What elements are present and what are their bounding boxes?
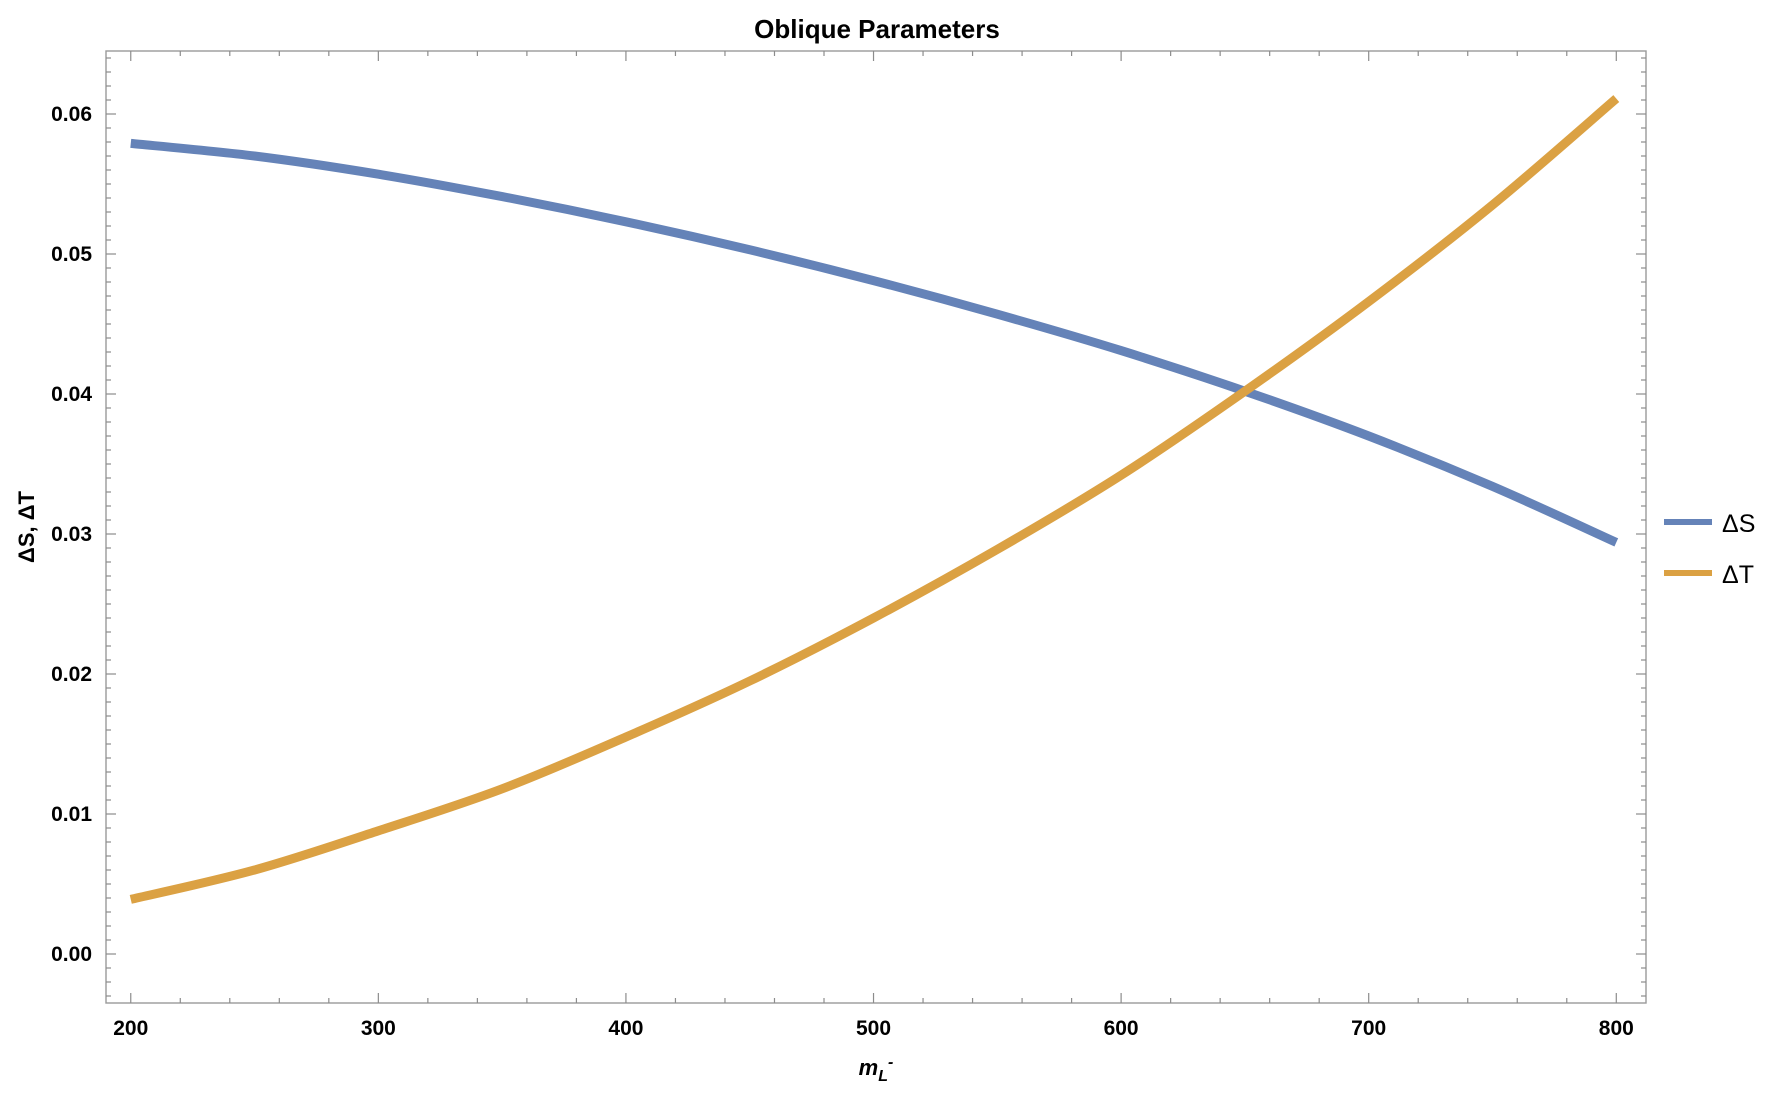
x-axis-label: mL-: [859, 1054, 894, 1085]
legend: ΔS ΔT: [1664, 510, 1755, 589]
series-ds-line: [130, 138, 1619, 547]
plot-frame: [105, 50, 1647, 1004]
y-tick-label: 0.02: [51, 663, 92, 686]
legend-label-ds: ΔS: [1722, 510, 1755, 538]
y-axis: 0.00 0.01 0.02 0.03 0.04 0.05 0.06: [51, 57, 1646, 997]
x-tick-label: 400: [608, 1017, 643, 1040]
x-tick-label: 500: [856, 1017, 891, 1040]
y-tick-label: 0.06: [51, 103, 92, 126]
series-dt-line: [129, 95, 1620, 904]
y-tick-label: 0.00: [51, 943, 92, 966]
y-axis-label: ΔS, ΔT: [14, 490, 39, 563]
legend-label-dt: ΔT: [1722, 561, 1754, 589]
x-tick-label: 800: [1599, 1017, 1634, 1040]
x-tick-label: 700: [1351, 1017, 1386, 1040]
y-tick-label: 0.01: [51, 803, 92, 826]
series-group: [129, 95, 1620, 904]
y-tick-label: 0.03: [51, 523, 92, 546]
chart-title: Oblique Parameters: [754, 14, 1000, 44]
x-tick-label: 200: [113, 1017, 148, 1040]
x-tick-label: 600: [1104, 1017, 1139, 1040]
y-tick-label: 0.04: [51, 383, 92, 406]
x-axis: 200 300 400 500 600 700 800: [113, 51, 1634, 1040]
y-tick-label: 0.05: [51, 243, 92, 266]
x-tick-label: 300: [361, 1017, 396, 1040]
